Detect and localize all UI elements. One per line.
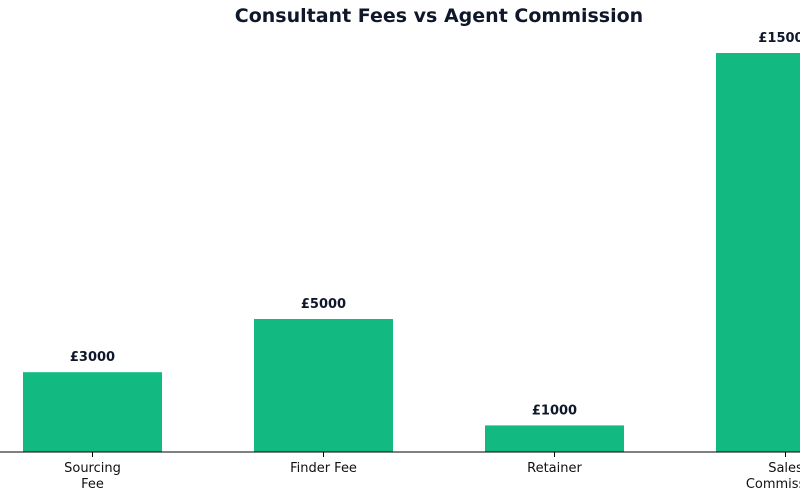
value-labels-group: £3000 £5000 £1000 £15000 xyxy=(70,31,800,418)
x-tick-label-1: Finder Fee xyxy=(290,461,357,476)
x-tick-label-0-line-0: Sourcing xyxy=(64,461,121,476)
bar-1 xyxy=(254,319,393,452)
value-label-2: £1000 xyxy=(532,403,577,418)
bars-group xyxy=(23,53,800,452)
value-label-3: £15000 xyxy=(758,31,800,46)
x-tick-label-2: Retainer xyxy=(527,461,582,476)
bar-2 xyxy=(485,425,624,452)
chart-title: Consultant Fees vs Agent Commission xyxy=(234,5,644,27)
x-tick-label-3-line-0: Sales xyxy=(768,461,800,476)
x-tick-label-0-line-1: Fee xyxy=(81,477,104,492)
bar-3 xyxy=(716,53,800,452)
value-label-0: £3000 xyxy=(70,350,115,365)
value-label-1: £5000 xyxy=(301,297,346,312)
bar-0 xyxy=(23,372,162,452)
x-ticks-group xyxy=(92,452,786,457)
x-tick-label-3-line-1: Commission xyxy=(746,477,800,492)
